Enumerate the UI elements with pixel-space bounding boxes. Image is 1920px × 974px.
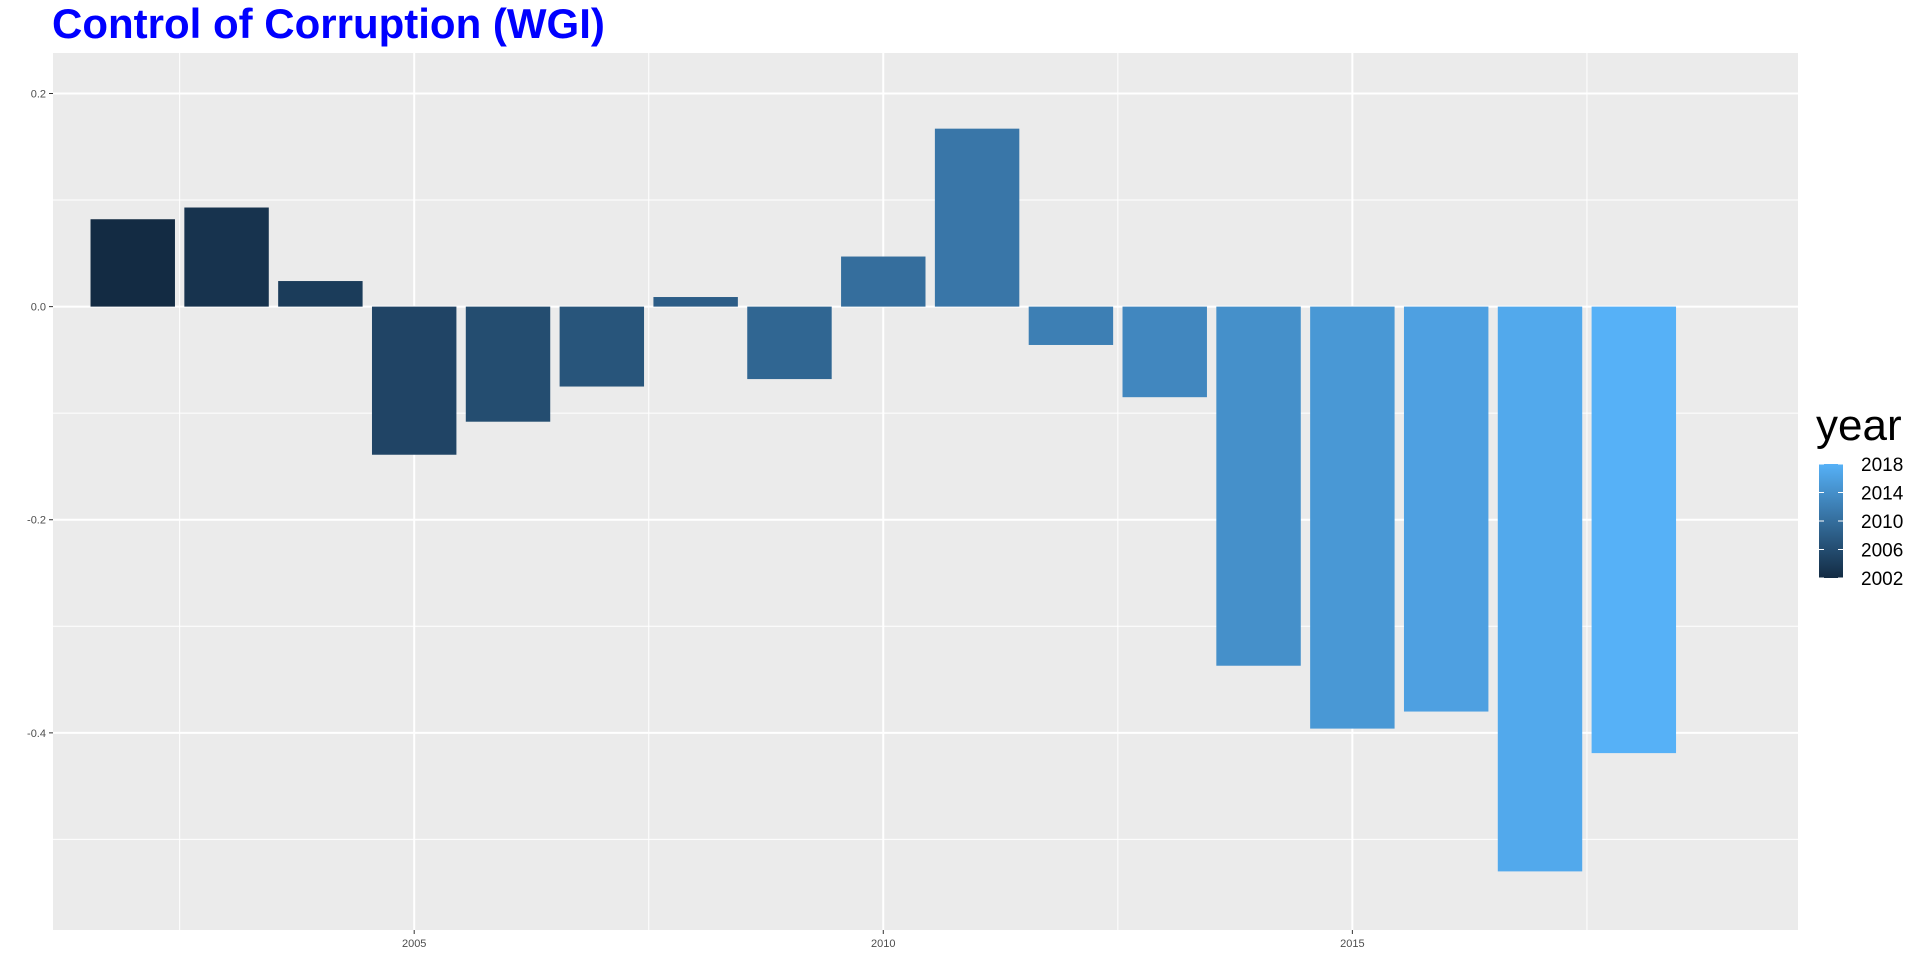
- bar-2009: [747, 306, 832, 380]
- bar-2010: [841, 256, 926, 307]
- y-tick-label: -0.4: [27, 728, 46, 740]
- x-tick-label: 2005: [402, 938, 426, 950]
- bar-2014: [1216, 306, 1301, 666]
- bar-2004: [278, 281, 363, 307]
- bar-2011: [934, 128, 1020, 307]
- legend-label: 2010: [1861, 512, 1903, 533]
- bar-2013: [1122, 306, 1207, 398]
- bar-2007: [559, 306, 645, 387]
- legend-ticks: 2018 2014 2010 2006 2002: [1819, 455, 1904, 590]
- legend-label: 2002: [1861, 569, 1903, 590]
- chart-title: Control of Corruption (WGI): [52, 0, 605, 47]
- bar-2018: [1591, 306, 1677, 754]
- legend: year 2018 2014 2010 2006 2002: [1816, 401, 1904, 590]
- legend-label: 2014: [1861, 484, 1904, 505]
- bar-2012: [1028, 306, 1114, 345]
- bar-2017: [1497, 306, 1583, 872]
- legend-label: 2006: [1861, 541, 1903, 562]
- legend-label: 2018: [1861, 455, 1903, 476]
- y-axis: 0.2 0.0 -0.2 -0.4: [27, 88, 53, 740]
- x-tick-label: 2015: [1340, 938, 1364, 950]
- bar-2003: [184, 207, 269, 307]
- y-tick-label: 0.0: [31, 302, 46, 314]
- bar-2005: [371, 306, 457, 455]
- bar-2006: [465, 306, 551, 422]
- y-tick-label: -0.2: [27, 515, 46, 527]
- bar-2008: [653, 297, 738, 307]
- legend-title: year: [1816, 401, 1902, 450]
- bar-2016: [1403, 306, 1489, 712]
- bar-2002: [90, 219, 175, 307]
- x-tick-label: 2010: [871, 938, 895, 950]
- bar-2015: [1310, 306, 1395, 729]
- y-tick-label: 0.2: [31, 88, 46, 100]
- x-axis: 2005 2010 2015: [402, 930, 1365, 950]
- bars: [90, 128, 1677, 872]
